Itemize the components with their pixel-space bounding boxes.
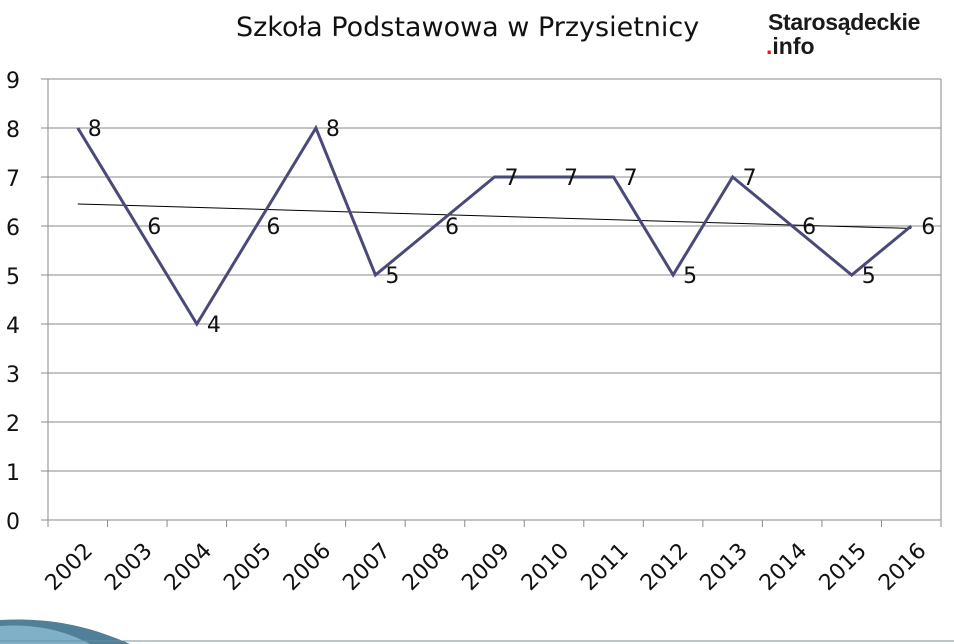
bottom-decoration xyxy=(0,619,954,644)
trendline-group xyxy=(77,203,912,229)
data-label-2006: 8 xyxy=(326,117,340,142)
logo-text-line2: .info xyxy=(766,34,920,58)
xtick-label-2003: 2003 xyxy=(100,539,157,596)
data-label-2005: 6 xyxy=(266,215,280,240)
data-label-2008: 6 xyxy=(445,215,459,240)
trendline xyxy=(77,203,912,229)
xtick-label-2012: 2012 xyxy=(636,539,693,596)
data-label-2009: 7 xyxy=(505,166,519,191)
xtick-label-2005: 2005 xyxy=(219,539,276,596)
series-group xyxy=(76,124,913,327)
data-label-2016: 6 xyxy=(921,215,935,240)
data-label-2012: 5 xyxy=(683,264,697,289)
ytick-label-3: 3 xyxy=(6,363,20,388)
gridlines xyxy=(48,78,941,472)
xtick-label-2006: 2006 xyxy=(279,539,336,596)
logo-dot: . xyxy=(766,33,773,59)
logo-text-line1: Starosądeckie xyxy=(768,9,921,35)
axes xyxy=(41,78,942,527)
data-label-2010: 7 xyxy=(564,166,578,191)
data-labels: 8 6 4 6 8 5 6 7 7 7 5 7 6 5 6 xyxy=(88,117,935,338)
ytick-label-8: 8 xyxy=(6,118,20,143)
data-label-2007: 5 xyxy=(385,264,399,289)
ytick-label-0: 0 xyxy=(6,510,20,535)
xtick-label-2008: 2008 xyxy=(398,539,455,596)
data-label-2014: 6 xyxy=(802,215,816,240)
xtick-label-2009: 2009 xyxy=(457,539,514,596)
data-label-2002: 8 xyxy=(88,117,102,142)
xtick-label-2013: 2013 xyxy=(696,539,753,596)
xtick-label-2015: 2015 xyxy=(815,539,872,596)
chart-title: Szkoła Podstawowa w Przysietnicy xyxy=(236,12,700,43)
ytick-label-7: 7 xyxy=(6,167,20,192)
ytick-label-1: 1 xyxy=(6,461,20,486)
xtick-label-2016: 2016 xyxy=(874,539,931,596)
xtick-label-2004: 2004 xyxy=(160,539,217,596)
logo-text-info: info xyxy=(772,33,815,59)
ytick-label-2: 2 xyxy=(6,412,20,437)
data-label-2013: 7 xyxy=(743,166,757,191)
xtick-label-2002: 2002 xyxy=(41,539,98,596)
data-label-2003: 6 xyxy=(147,215,161,240)
data-label-2015: 5 xyxy=(862,264,876,289)
xtick-label-2014: 2014 xyxy=(755,539,812,596)
data-label-2011: 7 xyxy=(624,166,638,191)
data-label-2004: 4 xyxy=(207,313,221,338)
decor-swoosh-light xyxy=(0,625,90,644)
xtick-label-2011: 2011 xyxy=(577,539,634,596)
xtick-label-2007: 2007 xyxy=(338,539,395,596)
ytick-label-5: 5 xyxy=(6,265,20,290)
ytick-label-4: 4 xyxy=(6,314,20,339)
ytick-label-6: 6 xyxy=(6,216,20,241)
series-line xyxy=(76,124,913,327)
xtick-label-2010: 2010 xyxy=(517,539,574,596)
logo: Starosądeckie .info xyxy=(766,9,921,58)
ytick-label-9: 9 xyxy=(6,69,20,94)
